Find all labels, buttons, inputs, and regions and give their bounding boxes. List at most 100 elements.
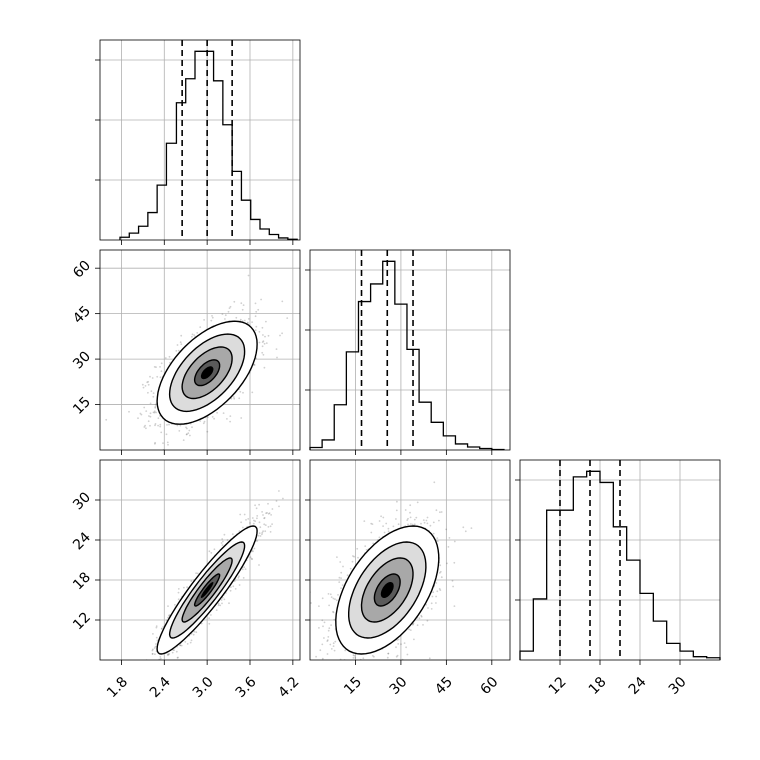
scatter-point (351, 560, 354, 563)
scatter-point (407, 517, 409, 520)
scatter-point (265, 342, 268, 344)
scatter-point (155, 625, 158, 627)
scatter-point (281, 300, 284, 303)
scatter-point (153, 366, 156, 368)
scatter-point (156, 375, 159, 378)
scatter-point (357, 556, 359, 559)
scatter-point (169, 661, 171, 663)
scatter-point (150, 663, 152, 665)
scatter-point (185, 433, 188, 436)
scatter-point (387, 652, 390, 655)
scatter-point (387, 530, 390, 533)
scatter-point (436, 540, 439, 543)
scatter-panel-0 (95, 249, 301, 455)
scatter-point (260, 298, 262, 301)
scatter-point (253, 364, 256, 366)
scatter-point (154, 405, 157, 408)
scatter-point (349, 663, 351, 665)
scatter-point (251, 391, 254, 394)
hist-0-bar-2 (139, 226, 148, 240)
scatter-point (327, 593, 330, 595)
scatter-point (190, 580, 193, 583)
hist-2-bar-2 (547, 510, 560, 660)
scatter-point (195, 572, 198, 575)
scatter-point (180, 644, 183, 647)
scatter-point (385, 522, 388, 525)
scatter-point (143, 406, 146, 409)
scatter-point (175, 350, 178, 352)
scatter-point (154, 441, 157, 444)
scatter-point (151, 377, 154, 379)
scatter-point (151, 652, 154, 655)
xtick-label-1-1: 30 (387, 674, 411, 698)
scatter-point (265, 320, 267, 323)
scatter-point (203, 319, 206, 321)
scatter-point (154, 424, 156, 427)
scatter-point (191, 333, 194, 336)
scatter-point (255, 310, 258, 313)
hist-1-bar-7 (395, 304, 407, 450)
scatter-point (157, 424, 160, 427)
scatter-point (332, 645, 335, 647)
scatter-point (160, 628, 163, 630)
scatter-point (140, 413, 143, 416)
scatter-point (327, 636, 330, 638)
scatter-point (321, 597, 324, 600)
scatter-point (186, 643, 189, 645)
hist-1-frame (309, 249, 511, 451)
hist-2-bar-3 (560, 510, 573, 660)
scatter-point (139, 412, 142, 415)
scatter-point (365, 676, 367, 678)
scatter-point (132, 699, 134, 701)
scatter-point (353, 664, 355, 666)
scatter-point (334, 640, 337, 643)
scatter-point (363, 665, 365, 667)
ytick-label-1-1: 30 (70, 348, 94, 372)
scatter-point (279, 334, 281, 337)
scatter-point (148, 668, 150, 670)
scatter-point (211, 416, 214, 418)
scatter-point (438, 588, 441, 590)
scatter-point (338, 581, 341, 583)
scatter-point (276, 356, 278, 359)
scatter-point (426, 522, 429, 525)
scatter-point (128, 410, 130, 413)
scatter-point (159, 423, 162, 426)
scatter-point (193, 630, 196, 633)
scatter-point (336, 556, 338, 558)
scatter-point (332, 610, 334, 613)
scatter-point (167, 616, 169, 619)
scatter-point (228, 602, 230, 605)
scatter-point (137, 417, 139, 420)
scatter-point (176, 344, 179, 346)
scatter-point (323, 693, 325, 695)
hist-1-bar-3 (346, 352, 358, 450)
scatter-point (395, 646, 397, 649)
scatter-point (159, 425, 162, 428)
hist-0-bar-9 (204, 51, 213, 240)
scatter-point (342, 565, 344, 568)
scatter-point (159, 657, 162, 660)
scatter-point (146, 381, 149, 384)
scatter-point (382, 516, 385, 519)
scatter-point (323, 637, 325, 639)
scatter-point (439, 570, 442, 573)
scatter-2-contour-1 (348, 541, 427, 639)
scatter-point (229, 305, 232, 308)
scatter-point (330, 596, 333, 598)
scatter-point (271, 508, 274, 510)
scatter-point (196, 332, 199, 334)
hist-panel-2 (515, 459, 721, 665)
scatter-point (262, 340, 265, 343)
hist-2-bar-10 (653, 621, 666, 660)
scatter-1-contour-3 (193, 573, 221, 607)
scatter-point (433, 481, 436, 484)
scatter-0-contour-1 (168, 333, 246, 413)
scatter-point (439, 589, 442, 591)
hist-0-bar-3 (148, 213, 157, 240)
scatter-point (317, 663, 319, 665)
scatter-point (435, 509, 438, 512)
scatter-point (415, 516, 418, 519)
scatter-point (396, 654, 399, 657)
scatter-point (152, 411, 155, 414)
